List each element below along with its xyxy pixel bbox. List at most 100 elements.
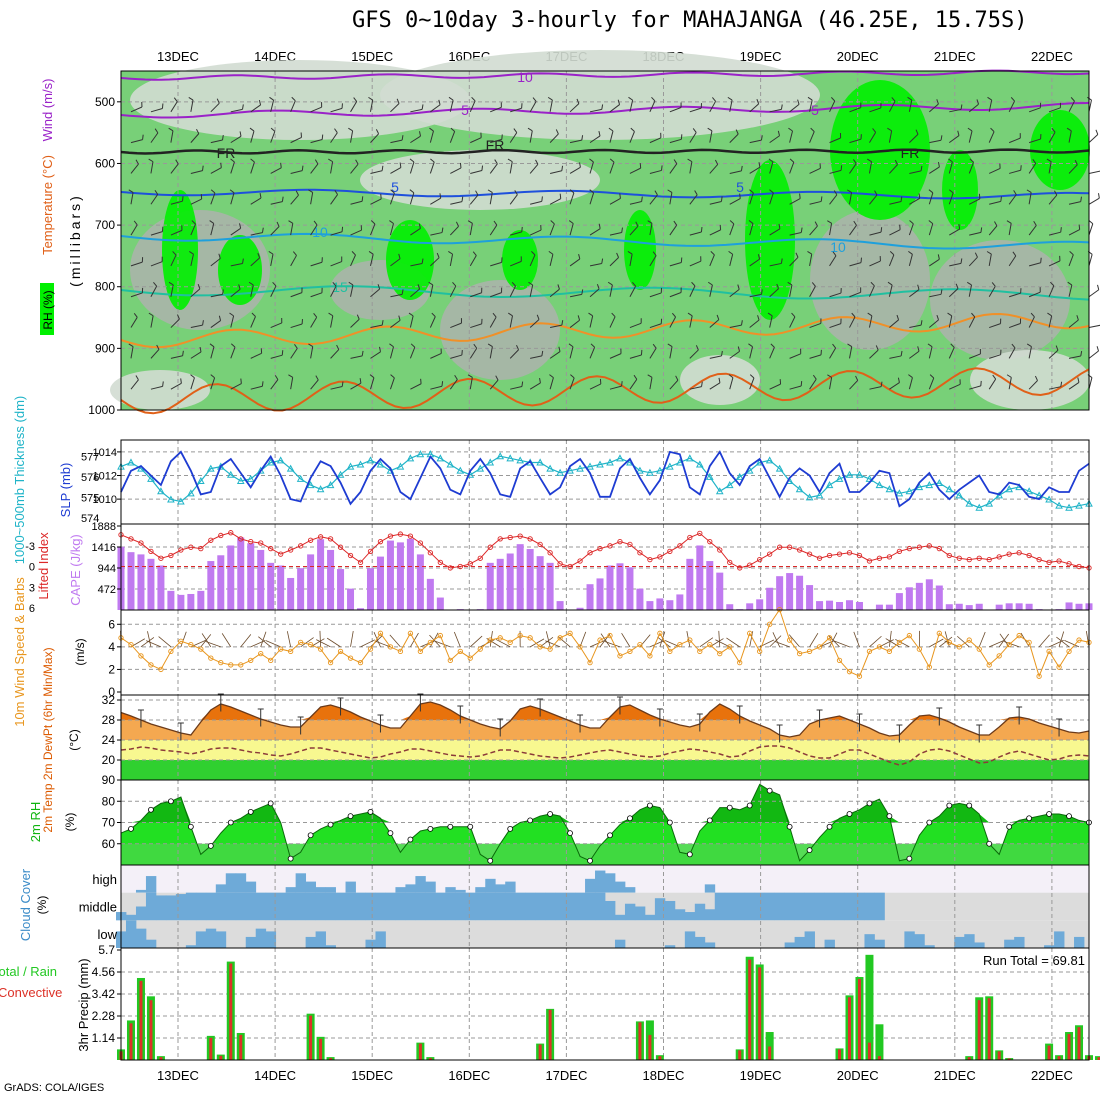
wind10-speed-line bbox=[120, 608, 1090, 678]
precip-tick: 3.42 bbox=[92, 987, 116, 1001]
wind-barb bbox=[929, 258, 940, 267]
wind10-point bbox=[547, 646, 553, 652]
wind-barb bbox=[210, 320, 221, 328]
wind10-barb bbox=[718, 630, 721, 647]
wind-barb bbox=[669, 346, 673, 359]
wind-barb bbox=[988, 168, 1001, 174]
date-label-bottom: 17DEC bbox=[545, 1068, 587, 1083]
wind10-barb bbox=[657, 636, 671, 648]
thickness-point bbox=[825, 481, 834, 489]
wind-barb bbox=[274, 375, 279, 380]
wind-barb bbox=[780, 104, 783, 110]
cape-bar bbox=[366, 568, 374, 610]
wind-barb bbox=[547, 96, 553, 101]
wind-barb bbox=[150, 349, 160, 359]
lifted-index-point bbox=[387, 533, 394, 539]
cloud-bar bbox=[595, 870, 606, 893]
wind-barb bbox=[154, 128, 159, 134]
wind10-point bbox=[687, 637, 693, 643]
temp-tick: 32 bbox=[102, 693, 116, 707]
precip-convective-bar bbox=[149, 1000, 153, 1060]
wind-barb bbox=[330, 161, 334, 174]
lifted-index-point bbox=[357, 559, 364, 566]
cloud-bar bbox=[265, 931, 277, 948]
wind10-tick: 2 bbox=[108, 662, 115, 676]
cape-bar bbox=[935, 585, 943, 610]
cape-tick: 472 bbox=[98, 584, 116, 596]
wind-barb bbox=[749, 377, 755, 390]
thickness-point bbox=[157, 487, 165, 495]
wind-barb bbox=[729, 377, 734, 390]
wind-barb bbox=[270, 226, 280, 236]
cloud-bar bbox=[485, 892, 496, 921]
wind-barb bbox=[355, 159, 359, 165]
wind-barb bbox=[609, 385, 622, 390]
chart-title: GFS 0~10day 3-hourly for MAHAJANGA (46.2… bbox=[352, 8, 1028, 33]
wind-barb bbox=[1040, 257, 1042, 263]
wind-barb bbox=[321, 134, 324, 140]
wind10-point bbox=[846, 669, 853, 675]
wind-barb bbox=[569, 319, 580, 328]
cape-bar bbox=[885, 604, 893, 610]
wind-barb bbox=[789, 284, 793, 297]
wind-barb bbox=[408, 312, 414, 317]
wind-barb bbox=[332, 281, 337, 287]
wind-barb bbox=[529, 130, 533, 143]
thickness-point bbox=[286, 464, 295, 472]
wind-barb bbox=[489, 379, 499, 390]
rh2m-point bbox=[1026, 815, 1033, 822]
wind-barb bbox=[170, 101, 178, 113]
rh2m-point bbox=[247, 808, 254, 815]
cape-bar bbox=[706, 561, 714, 610]
wind-barb bbox=[928, 377, 935, 390]
cape-bar bbox=[855, 601, 863, 610]
wind-barb bbox=[230, 346, 236, 359]
wind-barb bbox=[596, 283, 600, 290]
wind-barb bbox=[689, 260, 702, 267]
date-label-top: 15DEC bbox=[351, 49, 393, 64]
wind-barb bbox=[617, 99, 621, 105]
cape-bar bbox=[945, 604, 953, 610]
wind-barb bbox=[222, 135, 224, 141]
wind10-barb bbox=[389, 634, 401, 648]
cape-bar bbox=[766, 587, 774, 610]
lifted-index-point bbox=[507, 534, 513, 541]
cape-bar bbox=[975, 603, 983, 610]
wind10-point bbox=[786, 637, 793, 643]
thickness-point bbox=[765, 456, 774, 464]
wind-barb bbox=[968, 284, 972, 297]
cape-bar bbox=[376, 556, 384, 610]
wind-barb bbox=[694, 190, 698, 196]
wind10-point bbox=[1076, 637, 1082, 643]
wind-barb bbox=[673, 159, 678, 164]
lifted-index-point bbox=[637, 550, 643, 556]
thickness-point bbox=[486, 458, 495, 466]
lifted-index-point bbox=[776, 544, 783, 550]
cloud-axis-label: Cloud Cover bbox=[18, 868, 33, 941]
wind-barb bbox=[789, 198, 801, 205]
wind-barb bbox=[449, 285, 457, 297]
wind-barb bbox=[230, 158, 235, 163]
wind10-point bbox=[168, 648, 174, 655]
wind-barb bbox=[490, 106, 502, 113]
wind-barb bbox=[988, 225, 998, 236]
cape-bar bbox=[227, 545, 235, 610]
precip-tick: 2.28 bbox=[92, 1009, 116, 1023]
temp-tick: 24 bbox=[102, 733, 116, 747]
wind-barb bbox=[270, 354, 283, 359]
wind-barb bbox=[649, 347, 657, 359]
wind-barb bbox=[429, 161, 435, 174]
wind-barb bbox=[1088, 170, 1100, 174]
cape-bar bbox=[436, 597, 444, 610]
thickness-point bbox=[406, 454, 415, 462]
wind-barb bbox=[381, 165, 384, 171]
wind-barb bbox=[849, 107, 861, 113]
wind-barb bbox=[609, 161, 615, 174]
wind-barb bbox=[1088, 350, 1099, 359]
wind-barb bbox=[452, 281, 457, 287]
precip-tick: 1.14 bbox=[92, 1031, 116, 1045]
cloud-bar bbox=[874, 892, 885, 921]
date-label-bottom: 20DEC bbox=[837, 1068, 879, 1083]
thickness-point bbox=[586, 462, 594, 470]
wind-barb bbox=[729, 223, 735, 236]
